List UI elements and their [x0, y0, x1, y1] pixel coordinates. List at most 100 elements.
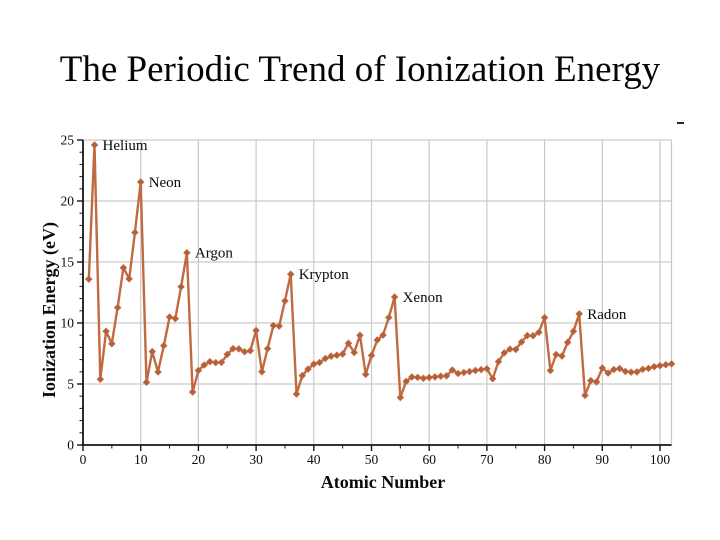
y-tick-label: 5 — [67, 377, 74, 392]
y-tick-label: 10 — [61, 316, 75, 331]
data-point-marker — [142, 378, 151, 387]
data-point-marker — [310, 360, 318, 368]
data-point-marker — [662, 360, 670, 369]
data-point-marker — [425, 373, 433, 382]
data-point-marker — [436, 372, 445, 380]
y-tick-label: 0 — [67, 438, 74, 453]
data-point-marker — [263, 344, 272, 353]
data-point-marker — [269, 321, 278, 330]
element-label-xenon: Xenon — [403, 290, 443, 306]
data-point-marker — [281, 297, 289, 305]
data-point-marker — [460, 368, 468, 377]
data-point-marker — [338, 350, 347, 358]
data-point-marker — [546, 366, 555, 375]
data-point-marker — [223, 350, 232, 359]
data-point-marker — [125, 275, 133, 283]
data-point-marker — [627, 368, 635, 376]
x-tick-label: 60 — [422, 452, 436, 467]
data-point-marker — [235, 345, 243, 353]
data-point-marker — [206, 357, 214, 366]
data-point-marker — [165, 313, 174, 321]
data-point-marker — [315, 358, 324, 367]
x-tick-label: 0 — [80, 452, 87, 467]
data-point-marker — [563, 338, 572, 347]
data-point-marker — [535, 328, 543, 337]
data-point-marker — [286, 270, 295, 278]
data-point-marker — [136, 178, 145, 186]
data-point-marker — [390, 293, 399, 301]
data-point-marker — [200, 361, 208, 369]
data-point-marker — [569, 327, 578, 336]
data-point-marker — [511, 345, 520, 354]
data-point-marker — [586, 376, 595, 385]
data-point-marker — [506, 345, 514, 353]
data-point-marker — [171, 314, 180, 323]
y-tick-label: 20 — [61, 194, 75, 209]
data-point-marker — [373, 336, 382, 344]
data-point-marker — [361, 370, 370, 379]
data-point-marker — [523, 331, 532, 340]
y-axis-title: Ionization Energy (eV) — [39, 222, 60, 398]
data-point-marker — [552, 350, 560, 359]
data-point-marker — [667, 360, 676, 368]
data-point-marker — [633, 368, 641, 376]
y-tick-label: 25 — [61, 133, 75, 148]
data-point-marker — [246, 346, 255, 355]
x-tick-label: 90 — [596, 452, 610, 467]
data-point-marker — [108, 339, 116, 348]
data-point-marker — [465, 367, 474, 376]
data-point-marker — [350, 348, 358, 357]
data-point-marker — [188, 388, 197, 396]
data-point-marker — [413, 373, 422, 382]
data-point-marker — [379, 331, 387, 339]
page-title: The Periodic Trend of Ionization Energy — [59, 49, 661, 90]
data-point-marker — [344, 339, 353, 348]
data-point-marker — [229, 344, 237, 353]
data-point-marker — [119, 263, 128, 272]
data-point-marker — [367, 351, 376, 360]
x-tick-label: 10 — [134, 452, 148, 467]
data-point-marker — [252, 326, 260, 335]
x-tick-label: 70 — [480, 452, 494, 467]
data-point-marker — [581, 391, 589, 400]
data-point-marker — [275, 322, 283, 330]
data-point-marker — [500, 349, 508, 357]
x-tick-label: 100 — [650, 452, 671, 467]
data-point-marker — [217, 358, 226, 367]
data-point-marker — [558, 352, 566, 360]
data-point-marker — [102, 327, 110, 336]
data-point-marker — [615, 364, 624, 373]
stray-dash-mark — [677, 122, 684, 124]
data-point-marker — [650, 362, 658, 371]
ionization-energy-curve — [87, 143, 673, 399]
element-label-argon: Argon — [195, 246, 234, 262]
data-point-marker — [448, 366, 457, 374]
data-point-marker — [598, 364, 607, 372]
data-point-marker — [90, 141, 99, 149]
data-point-marker — [592, 378, 601, 386]
data-point-marker — [258, 368, 266, 376]
element-label-helium: Helium — [103, 138, 148, 154]
data-point-marker — [385, 313, 393, 322]
data-point-marker — [540, 313, 549, 322]
element-label-neon: Neon — [149, 175, 182, 191]
x-axis-title: Atomic Number — [321, 472, 445, 492]
x-tick-label: 50 — [365, 452, 379, 467]
data-point-marker — [431, 373, 439, 381]
x-tick-label: 40 — [307, 452, 321, 467]
data-point-marker — [177, 283, 185, 291]
data-point-marker — [154, 368, 162, 376]
data-point-marker — [656, 361, 664, 370]
data-point-marker — [477, 365, 485, 374]
data-point-marker — [408, 373, 416, 381]
data-point-marker — [211, 358, 220, 367]
data-point-marker — [604, 369, 612, 377]
data-point-marker — [517, 338, 526, 346]
data-point-marker — [419, 374, 428, 383]
x-tick-label: 20 — [192, 452, 206, 467]
data-point-marker — [488, 374, 497, 383]
data-point-marker — [321, 354, 330, 363]
data-point-marker — [402, 377, 410, 386]
data-point-marker — [396, 393, 405, 402]
